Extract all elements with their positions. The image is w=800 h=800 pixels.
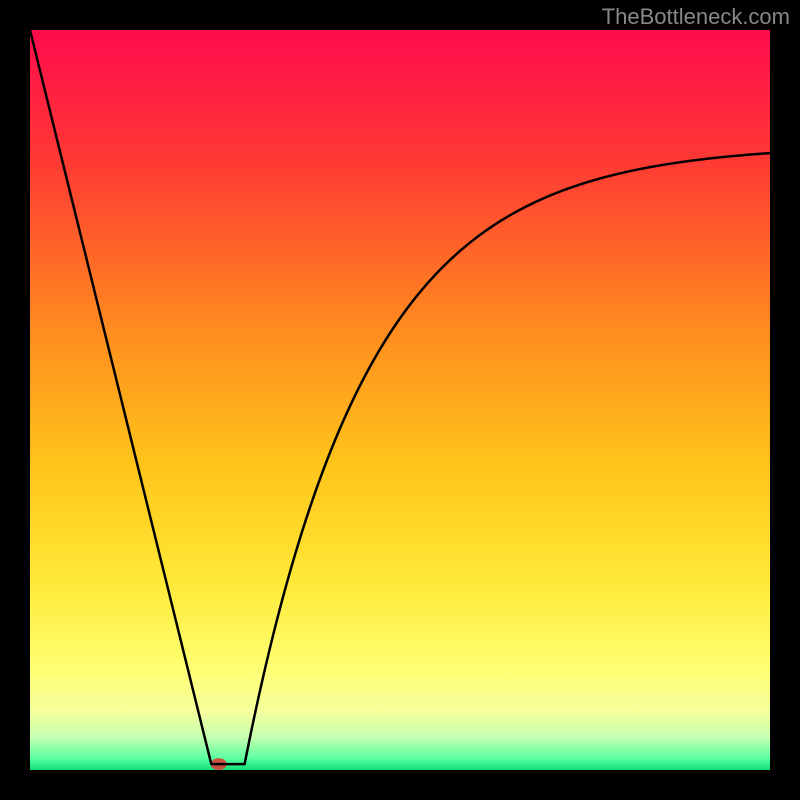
bottleneck-chart [30, 30, 770, 770]
watermark-label: TheBottleneck.com [602, 4, 790, 30]
stage: TheBottleneck.com [0, 0, 800, 800]
gradient-background [30, 30, 770, 770]
